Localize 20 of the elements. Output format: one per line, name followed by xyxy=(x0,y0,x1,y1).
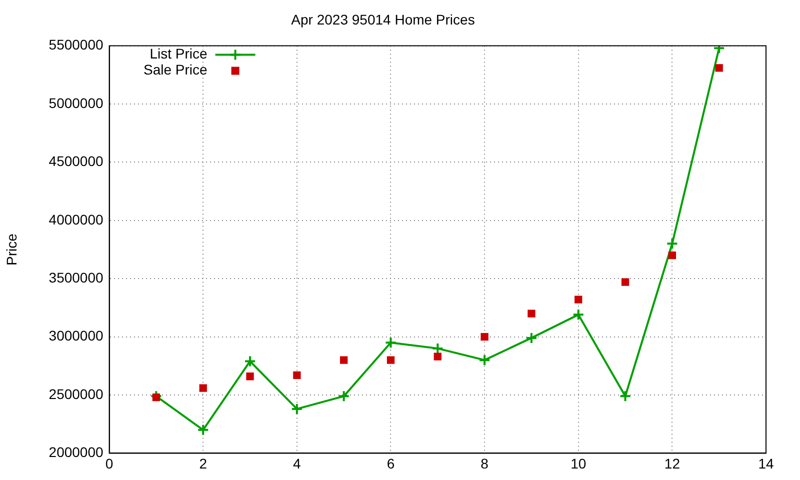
y-tick-label: 4500000 xyxy=(48,153,104,170)
x-tick-label: 6 xyxy=(386,455,395,472)
x-tick-label: 14 xyxy=(758,455,774,472)
x-tick-label: 10 xyxy=(570,455,586,472)
chart-title: Apr 2023 95014 Home Prices xyxy=(291,11,475,28)
x-tick-label: 4 xyxy=(293,455,302,472)
legend-label: Sale Price xyxy=(143,62,208,78)
y-tick-label: 4000000 xyxy=(48,211,104,228)
y-tick-label: 5500000 xyxy=(48,36,104,53)
x-tick-label: 2 xyxy=(199,455,208,472)
y-tick-label: 5000000 xyxy=(48,94,104,111)
y-tick-label: 2000000 xyxy=(48,444,104,460)
x-tick-label: 8 xyxy=(480,455,489,472)
y-axis-title: Price xyxy=(3,233,20,266)
legend-label: List Price xyxy=(150,46,208,62)
y-tick-label: 3500000 xyxy=(48,269,104,286)
x-tick-label: 12 xyxy=(664,455,680,472)
x-tick-label: 0 xyxy=(105,455,114,472)
y-tick-label: 3000000 xyxy=(48,328,104,344)
y-tick-label: 2500000 xyxy=(48,386,104,402)
